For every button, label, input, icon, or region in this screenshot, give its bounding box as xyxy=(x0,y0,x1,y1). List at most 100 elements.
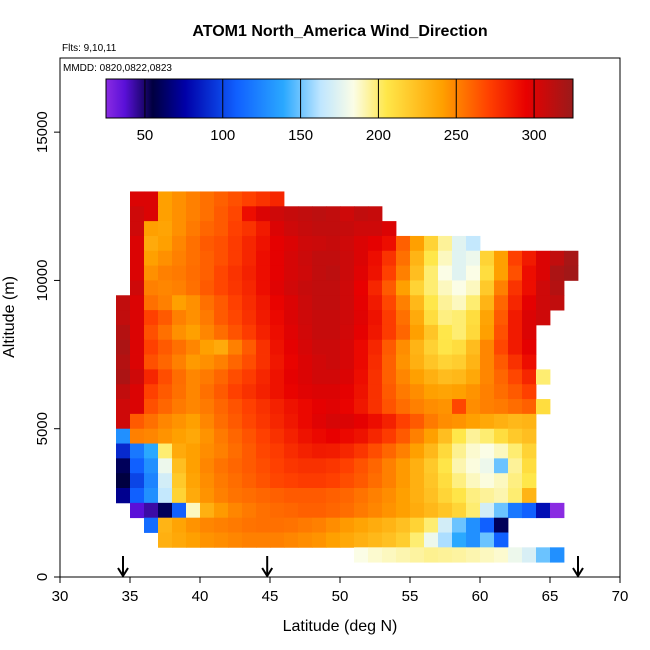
heatmap-cell xyxy=(312,235,327,252)
heatmap-cell xyxy=(186,354,201,370)
heatmap-cell xyxy=(410,532,425,548)
heatmap-cell xyxy=(214,250,229,266)
heatmap-cell xyxy=(368,443,383,459)
heatmap-cell xyxy=(158,532,173,548)
heatmap-cell xyxy=(270,502,285,519)
heatmap-cell xyxy=(158,191,173,207)
heatmap-cell xyxy=(396,324,411,341)
heatmap-cell xyxy=(522,280,537,296)
heatmap-cell xyxy=(312,532,327,548)
heatmap-cell xyxy=(340,265,355,281)
heatmap-cell xyxy=(452,443,467,459)
heatmap-cell xyxy=(382,265,397,281)
heatmap-cell xyxy=(228,428,243,444)
heatmap-cell xyxy=(242,191,257,207)
heatmap-cell xyxy=(298,339,313,355)
heatmap-cell xyxy=(382,517,397,533)
heatmap-cell xyxy=(424,502,439,519)
heatmap-cell xyxy=(522,458,537,474)
heatmap-cell xyxy=(242,369,257,385)
heatmap-cell xyxy=(550,547,565,563)
heatmap-cell xyxy=(424,428,439,444)
heatmap-cell xyxy=(382,384,397,400)
heatmap-cell xyxy=(326,502,341,519)
heatmap-cell xyxy=(256,384,271,400)
heatmap-cell xyxy=(508,339,523,355)
heatmap-cell xyxy=(228,191,243,207)
heatmap-cell xyxy=(116,488,131,504)
heatmap-cell xyxy=(326,532,341,548)
heatmap-cell xyxy=(172,295,187,311)
y-tick-label: 10000 xyxy=(34,260,51,302)
heatmap-cell xyxy=(466,295,481,311)
heatmap-cell xyxy=(396,354,411,370)
heatmap-cell xyxy=(382,221,397,237)
heatmap-cell xyxy=(494,324,509,341)
heatmap-cell xyxy=(256,265,271,281)
heatmap-cell xyxy=(382,369,397,385)
heatmap-cell xyxy=(214,354,229,370)
heatmap-cell xyxy=(130,384,145,400)
heatmap-cell xyxy=(424,443,439,459)
heatmap-cell xyxy=(494,310,509,326)
heatmap-cell xyxy=(228,235,243,252)
heatmap-cell xyxy=(284,324,299,341)
heatmap-cell xyxy=(186,324,201,341)
heatmap-cell xyxy=(522,265,537,281)
heatmap-cell xyxy=(214,324,229,341)
heatmap-cell xyxy=(494,384,509,400)
heatmap-cell xyxy=(508,384,523,400)
heatmap-cell xyxy=(158,458,173,474)
heatmap-cell xyxy=(130,295,145,311)
heatmap-cell xyxy=(256,339,271,355)
heatmap-cell xyxy=(438,324,453,341)
heatmap-cell xyxy=(214,280,229,296)
heatmap-cell xyxy=(466,324,481,341)
x-tick-label: 65 xyxy=(542,588,559,605)
heatmap-cell xyxy=(242,354,257,370)
heatmap-cell xyxy=(214,191,229,207)
heatmap-cell xyxy=(340,413,355,430)
heatmap-cell xyxy=(424,324,439,341)
heatmap-cell xyxy=(284,250,299,266)
heatmap-cell xyxy=(228,221,243,237)
heatmap-cell xyxy=(466,310,481,326)
heatmap-cell xyxy=(312,369,327,385)
heatmap-cell xyxy=(130,250,145,266)
heatmap-cell xyxy=(522,369,537,385)
heatmap-cell xyxy=(298,369,313,385)
heatmap-cell xyxy=(382,324,397,341)
heatmap-cell xyxy=(340,324,355,341)
heatmap-cell xyxy=(466,250,481,266)
heatmap-cell xyxy=(424,488,439,504)
heatmap-cell xyxy=(228,295,243,311)
heatmap-cell xyxy=(466,473,481,489)
heatmap-cell xyxy=(270,221,285,237)
heatmap-cell xyxy=(396,250,411,266)
heatmap-cell xyxy=(536,280,551,296)
heatmap-cell xyxy=(172,221,187,237)
heatmap-cell xyxy=(480,399,495,415)
heatmap-cell xyxy=(242,324,257,341)
heatmap-cell xyxy=(256,206,271,222)
heatmap-cell xyxy=(200,280,215,296)
heatmap-cell xyxy=(158,369,173,385)
heatmap-cell xyxy=(130,339,145,355)
heatmap-cell xyxy=(494,354,509,370)
heatmap-cell xyxy=(382,339,397,355)
heatmap-cell xyxy=(354,458,369,474)
heatmap-cell xyxy=(340,339,355,355)
heatmap-cell xyxy=(424,310,439,326)
heatmap-cell xyxy=(214,339,229,355)
heatmap-cell xyxy=(508,488,523,504)
heatmap-cell xyxy=(396,532,411,548)
heatmap-cell xyxy=(368,502,383,519)
heatmap-cell xyxy=(354,502,369,519)
heatmap-cell xyxy=(144,250,159,266)
heatmap-cell xyxy=(438,458,453,474)
heatmap-cell xyxy=(228,532,243,548)
heatmap-cell xyxy=(186,399,201,415)
x-tick-label: 35 xyxy=(122,588,139,605)
colorbar-tick-label: 300 xyxy=(522,127,547,144)
heatmap-cell xyxy=(158,265,173,281)
